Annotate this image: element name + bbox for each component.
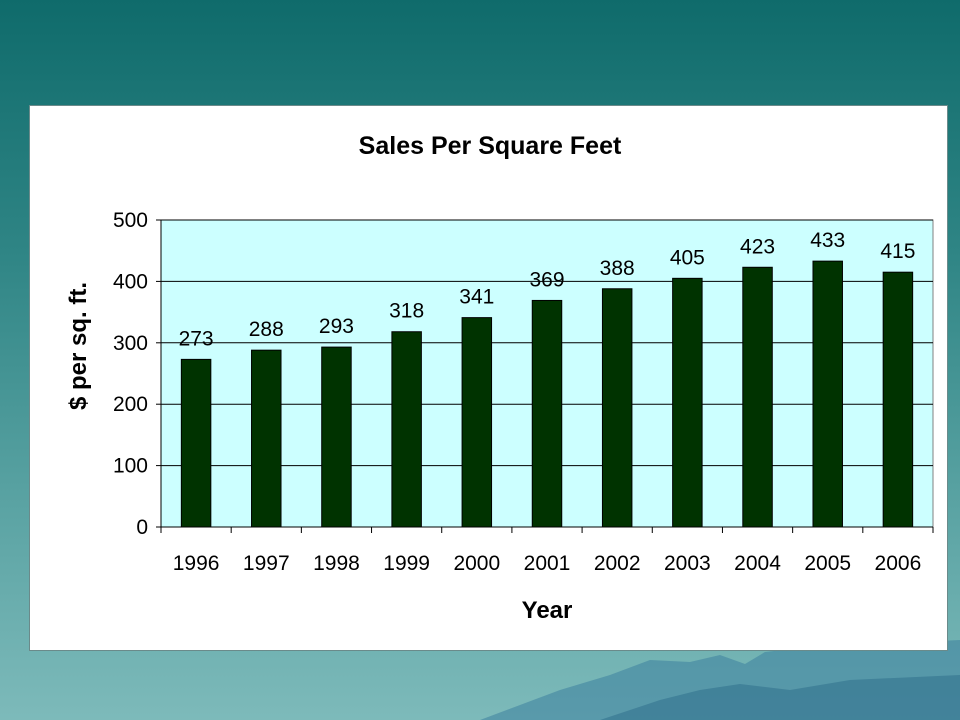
data-label-2004: 423 xyxy=(740,235,775,258)
y-tick-label: 400 xyxy=(113,270,148,293)
bars xyxy=(180,260,914,528)
y-axis-ticks: 0 100 200 300 400 500 xyxy=(113,209,161,539)
bar-2002 xyxy=(601,288,633,528)
x-tick-label-2006: 2006 xyxy=(875,552,922,575)
bar-2000 xyxy=(461,317,493,528)
data-label-2000: 341 xyxy=(459,286,494,309)
chart-title: Sales Per Square Feet xyxy=(359,132,622,160)
bar-2004 xyxy=(742,266,773,528)
x-axis-ticks: 1996 1997 1998 1999 2000 2001 2002 2003 2004 2005… xyxy=(160,527,934,575)
x-axis-title: Year xyxy=(522,597,573,624)
chart-panel: Sales Per Square Feet 273 288 293 318 341 369… xyxy=(29,105,948,651)
data-label-2003: 405 xyxy=(670,246,705,269)
bar-chart: Sales Per Square Feet 273 288 293 318 341 369… xyxy=(65,132,934,624)
x-tick-label-2003: 2003 xyxy=(664,552,711,575)
y-tick-label: 500 xyxy=(113,209,148,232)
x-tick-label-1999: 1999 xyxy=(383,552,430,575)
data-label-1999: 318 xyxy=(389,300,424,323)
y-axis-title: $ per sq. ft. xyxy=(65,282,92,410)
bar-1998 xyxy=(321,346,352,528)
bar-1999 xyxy=(391,331,422,528)
background-mountain-shape-2 xyxy=(600,675,960,720)
bar-1996 xyxy=(180,358,212,528)
x-tick-label-1998: 1998 xyxy=(313,552,360,575)
y-tick-label: 300 xyxy=(113,332,148,355)
x-tick-label-2002: 2002 xyxy=(594,552,641,575)
data-label-1997: 288 xyxy=(249,318,284,341)
x-tick-label-1997: 1997 xyxy=(243,552,290,575)
bar-2006 xyxy=(882,271,914,528)
data-label-2005: 433 xyxy=(810,229,845,252)
bar-2003 xyxy=(672,277,703,528)
data-label-2002: 388 xyxy=(600,257,635,280)
bar-2001 xyxy=(531,299,563,528)
data-label-1998: 293 xyxy=(319,315,354,338)
data-labels: 273 288 293 318 341 369 388 405 423 433 415 xyxy=(179,229,916,350)
data-label-2006: 415 xyxy=(880,240,915,263)
bar-2005 xyxy=(812,260,843,528)
x-tick-label-2004: 2004 xyxy=(734,552,781,575)
data-label-1996: 273 xyxy=(179,327,214,350)
data-label-2001: 369 xyxy=(529,268,564,291)
y-tick-label: 0 xyxy=(136,516,148,539)
bar-1997 xyxy=(251,349,282,528)
x-tick-label-2000: 2000 xyxy=(453,552,500,575)
x-tick-label-2001: 2001 xyxy=(524,552,571,575)
y-tick-label: 200 xyxy=(113,393,148,416)
x-tick-label-1996: 1996 xyxy=(173,552,220,575)
y-tick-label: 100 xyxy=(113,455,148,478)
x-tick-label-2005: 2005 xyxy=(804,552,851,575)
